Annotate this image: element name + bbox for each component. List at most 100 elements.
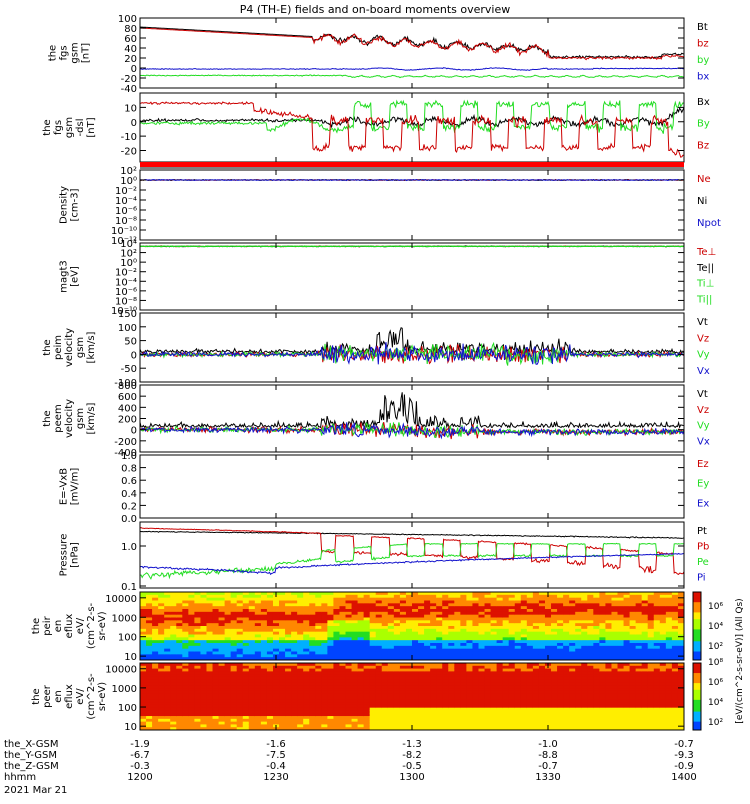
y-tick-label: 0 [131,118,137,129]
legend-Pi: Pi [697,573,706,584]
heatmap-cell [200,637,207,641]
heatmap-cell [333,628,340,633]
heatmap-cell [170,663,177,667]
heatmap-cell [291,614,298,618]
heatmap-cell [520,609,528,613]
heatmap-cell [321,690,328,695]
heatmap-cell [581,634,588,638]
heatmap-cell [472,603,479,607]
heatmap-cell [387,623,395,627]
heatmap-cell [623,663,631,667]
heatmap-cell [309,594,316,599]
heatmap-cell [333,665,340,670]
heatmap-cell [339,716,347,720]
x-tick-label: -0.4 [266,761,286,772]
y-axis-label: peim [53,335,64,360]
heatmap-cell [557,657,564,661]
heatmap-cell [677,620,685,624]
heatmap-cell [557,707,564,711]
heatmap-cell [418,594,425,599]
heatmap-cell [647,702,655,706]
heatmap-cell [164,665,171,670]
heatmap-cell [599,603,606,607]
heatmap-cell [635,727,643,731]
heatmap-cell [538,718,546,723]
heatmap-cell [436,696,443,700]
heatmap-cell [599,614,606,618]
heatmap-cell [266,617,274,621]
heatmap-cell [436,623,443,627]
heatmap-cell [599,702,606,706]
heatmap-cell [587,674,594,678]
heatmap-cell [599,721,606,725]
colorbar-segment [693,703,701,706]
heatmap-cell [418,710,425,714]
heatmap-cell [140,614,147,618]
heatmap-cell [641,663,649,667]
heatmap-cell [599,718,606,723]
y-tick-label: 10⁻¹⁰ [111,306,137,317]
heatmap-cell [460,702,467,706]
heatmap-cell [454,679,461,684]
heatmap-cell [569,676,576,681]
colorbar-tick: 10⁶ [708,678,723,688]
heatmap-cell [176,702,183,706]
heatmap-cell [206,727,214,731]
heatmap-cell [393,679,401,684]
heatmap-cell [436,702,443,706]
heatmap-cell [424,727,431,731]
heatmap-cell [599,674,606,678]
heatmap-cell [653,643,661,647]
heatmap-cell [242,696,250,700]
heatmap-cell [200,603,207,607]
heatmap-cell [188,594,195,599]
heatmap-cell [272,645,280,650]
heatmap-cell [393,657,401,661]
heatmap-cell [430,668,437,672]
heatmap-cell [472,614,479,618]
heatmap-cell [647,620,655,624]
colorbar-segment [693,709,701,713]
heatmap-cell [436,626,443,630]
heatmap-cell [502,609,510,613]
heatmap-cell [260,713,268,717]
heatmap-cell [587,640,594,644]
heatmap-cell [641,620,649,624]
heatmap-cell [315,631,322,635]
heatmap-cell [363,657,371,661]
heatmap-cell [436,603,443,607]
heatmap-cell [647,626,655,630]
heatmap-cell [327,671,334,675]
heatmap-cell [297,631,304,635]
heatmap-cell [285,702,292,706]
heatmap-cell [266,597,274,601]
heatmap-cell [478,716,486,720]
heatmap-cell [532,707,540,711]
heatmap-cell [526,651,534,655]
heatmap-cell [176,707,183,711]
heatmap-cell [671,603,679,607]
heatmap-cell [381,693,389,697]
heatmap-cell [635,594,643,599]
heatmap-cell [508,611,516,616]
heatmap-cell [327,674,334,678]
heatmap-cell [617,707,625,711]
heatmap-cell [369,645,377,650]
heatmap-cell [569,620,576,624]
heatmap-cell [496,606,504,610]
heatmap-cell [242,679,250,684]
heatmap-cell [405,592,413,596]
heatmap-cell [665,594,673,599]
heatmap-cell [200,696,207,700]
heatmap-cell [182,668,189,672]
y-axis-label: the [31,618,42,634]
heatmap-cell [279,628,286,633]
heatmap-cell [490,718,498,723]
heatmap-cell [170,592,177,596]
heatmap-cell [593,651,600,655]
heatmap-cell [623,721,631,725]
heatmap-cell [248,721,256,725]
heatmap-cell [647,645,655,650]
heatmap-cell [206,637,214,641]
heatmap-cell [260,699,268,703]
